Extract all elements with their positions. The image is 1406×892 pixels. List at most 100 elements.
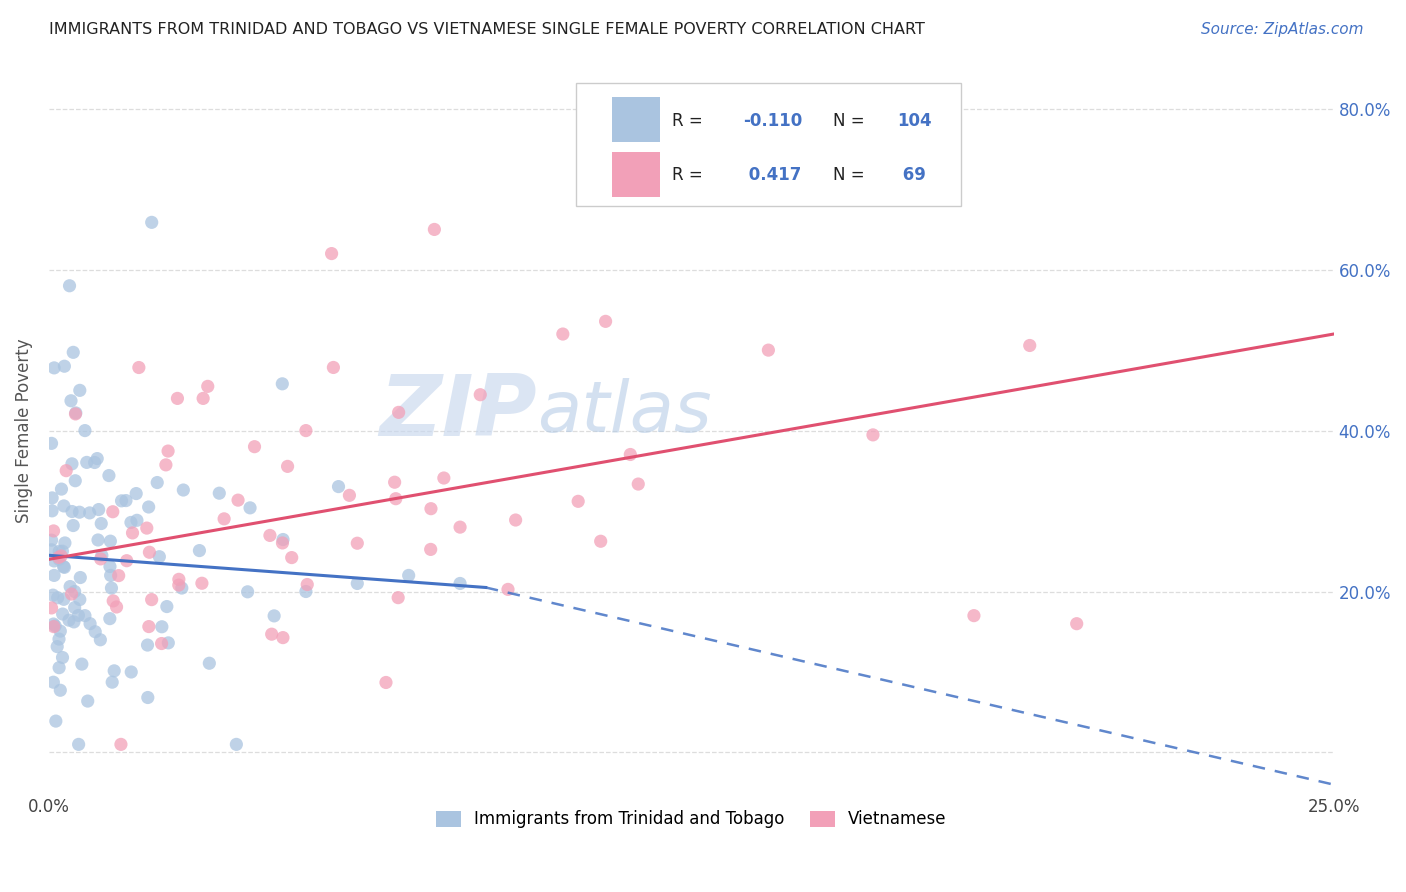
Point	[42, 617, 65, 632]
Point	[166, 392, 188, 406]
Point	[70, 657, 93, 672]
Point	[128, 360, 150, 375]
Point	[125, 486, 148, 500]
Point	[79, 506, 101, 520]
Point	[141, 215, 163, 229]
Point	[49, 624, 72, 639]
Point	[41, 542, 63, 557]
Text: 0.417: 0.417	[742, 166, 801, 184]
Point	[963, 608, 986, 623]
Point	[172, 483, 194, 497]
Point	[271, 631, 294, 645]
Point	[69, 384, 91, 398]
Point	[90, 516, 112, 531]
Point	[48, 552, 70, 566]
Point	[259, 528, 281, 542]
Point	[236, 584, 259, 599]
Point	[46, 591, 69, 605]
Point	[48, 544, 70, 558]
Point	[59, 580, 82, 594]
Point	[157, 444, 180, 458]
Point	[62, 518, 84, 533]
Text: N =: N =	[832, 112, 869, 129]
Point	[52, 592, 75, 607]
Point	[277, 459, 299, 474]
Point	[86, 451, 108, 466]
Point	[138, 545, 160, 559]
Point	[60, 393, 83, 408]
Point	[260, 627, 283, 641]
Point	[226, 493, 249, 508]
Point	[90, 552, 112, 566]
Point	[150, 620, 173, 634]
Point	[295, 584, 318, 599]
Point	[420, 501, 443, 516]
Text: IMMIGRANTS FROM TRINIDAD AND TOBAGO VS VIETNAMESE SINGLE FEMALE POVERTY CORRELAT: IMMIGRANTS FROM TRINIDAD AND TOBAGO VS V…	[49, 22, 925, 37]
Point	[375, 675, 398, 690]
Point	[46, 640, 69, 654]
Point	[387, 591, 409, 605]
Point	[67, 608, 90, 623]
Point	[53, 560, 76, 574]
Point	[76, 694, 98, 708]
Text: ZIP: ZIP	[380, 371, 537, 454]
Point	[97, 468, 120, 483]
Point	[398, 568, 420, 582]
Point	[58, 613, 80, 627]
Point	[65, 406, 87, 420]
Point	[212, 512, 235, 526]
Point	[567, 494, 589, 508]
Point	[295, 424, 318, 438]
Point	[107, 568, 129, 582]
Point	[321, 246, 343, 260]
Point	[48, 661, 70, 675]
Point	[63, 615, 86, 629]
Point	[52, 499, 75, 513]
Point	[121, 525, 143, 540]
Point	[101, 675, 124, 690]
Point	[419, 542, 441, 557]
Point	[191, 392, 214, 406]
Point	[136, 690, 159, 705]
Point	[346, 576, 368, 591]
Point	[627, 477, 650, 491]
Point	[42, 568, 65, 582]
Point	[51, 482, 73, 496]
Point	[1018, 338, 1040, 352]
Point	[197, 379, 219, 393]
Point	[595, 314, 617, 328]
Text: 104: 104	[897, 112, 932, 129]
Text: 69: 69	[897, 166, 925, 184]
Text: Source: ZipAtlas.com: Source: ZipAtlas.com	[1201, 22, 1364, 37]
Point	[423, 222, 446, 236]
Y-axis label: Single Female Poverty: Single Female Poverty	[15, 338, 32, 523]
Point	[41, 436, 63, 450]
Point	[69, 570, 91, 584]
Point	[100, 568, 122, 582]
Point	[51, 544, 73, 558]
Point	[138, 619, 160, 633]
Legend: Immigrants from Trinidad and Tobago, Vietnamese: Immigrants from Trinidad and Tobago, Vie…	[429, 804, 953, 835]
Point	[167, 578, 190, 592]
Point	[44, 360, 66, 375]
FancyBboxPatch shape	[575, 83, 962, 206]
Text: R =: R =	[672, 112, 709, 129]
Text: -0.110: -0.110	[742, 112, 801, 129]
Point	[55, 464, 77, 478]
Point	[58, 278, 80, 293]
Point	[101, 505, 124, 519]
Point	[45, 714, 67, 728]
Point	[115, 554, 138, 568]
Point	[100, 581, 122, 595]
Point	[141, 592, 163, 607]
Point	[90, 549, 112, 563]
Point	[76, 455, 98, 469]
Point	[322, 360, 344, 375]
Point	[65, 474, 87, 488]
Bar	[612, 97, 661, 143]
Point	[150, 636, 173, 650]
Point	[103, 594, 125, 608]
Point	[73, 608, 96, 623]
Point	[243, 440, 266, 454]
Point	[135, 521, 157, 535]
